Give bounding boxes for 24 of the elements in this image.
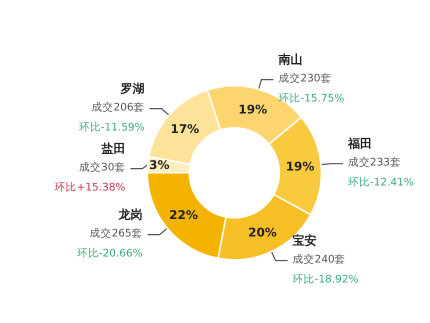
data-label: 20% xyxy=(248,226,277,240)
text: 环比+15.38% xyxy=(54,180,126,194)
text: 成交265套 xyxy=(90,226,143,240)
text: 环比-18.92% xyxy=(292,272,358,286)
text: 成交206套 xyxy=(92,100,145,114)
text: 环比-12.41% xyxy=(348,176,414,189)
text: 环比-11.59% xyxy=(78,120,145,134)
data-label: 17% xyxy=(170,122,200,136)
text: 成交233套 xyxy=(348,156,401,169)
data-label: 22% xyxy=(169,208,198,222)
slice-label: 宝安 xyxy=(292,234,317,248)
text: 成交30套 xyxy=(79,160,126,174)
slice-label: 南山 xyxy=(277,52,302,67)
slice-label: 福田 xyxy=(346,136,372,151)
data-label: 3% xyxy=(149,158,170,172)
data-label: 19% xyxy=(286,160,314,174)
text: 环比-15.75% xyxy=(278,92,344,105)
text: 成交240套 xyxy=(292,252,346,266)
text: 成交230套 xyxy=(278,72,332,85)
slice-label: 罗湖 xyxy=(120,82,145,96)
slice-label: 盐田 xyxy=(100,142,126,156)
data-label: 19% xyxy=(238,102,268,116)
text: 环比-20.66% xyxy=(76,246,143,260)
slice-label: 龙岗 xyxy=(118,208,143,222)
